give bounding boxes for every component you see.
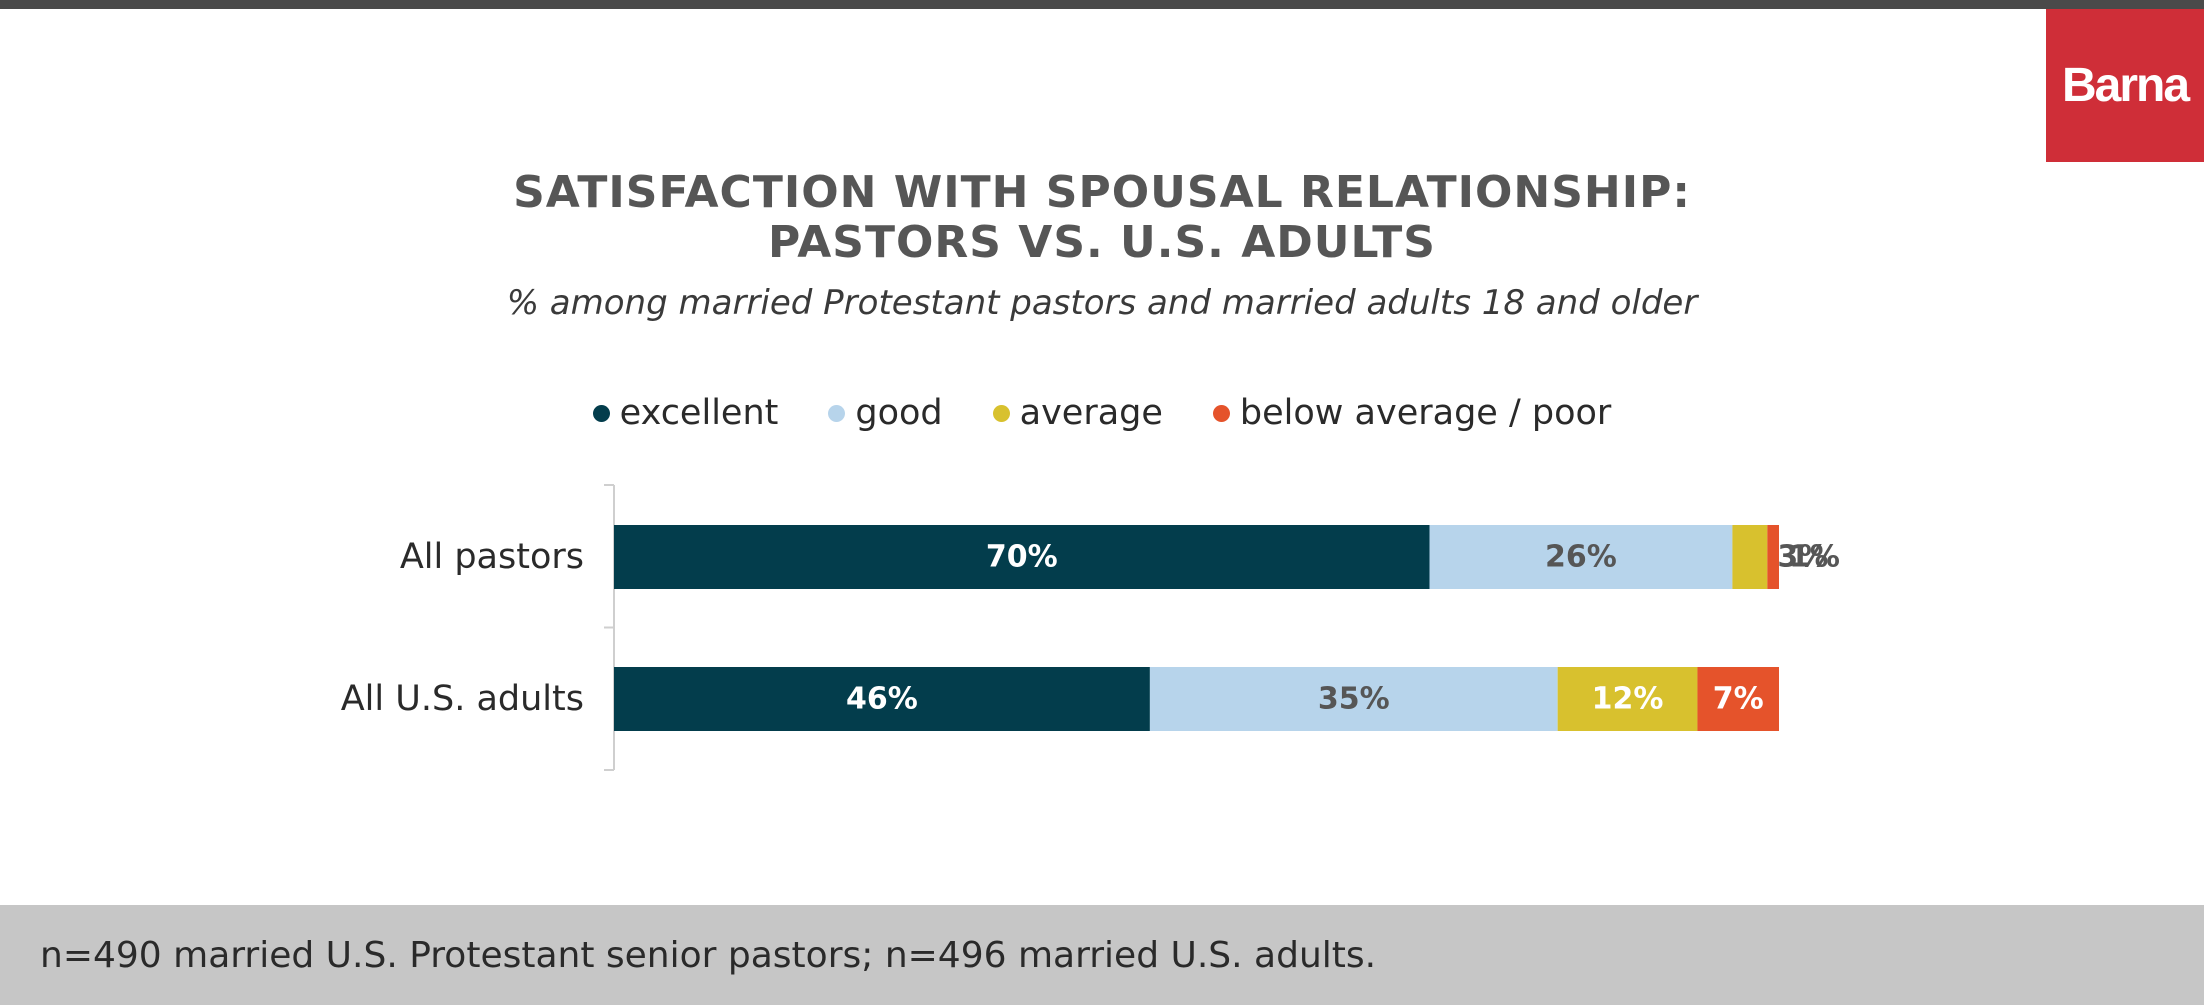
bar-all-u-s-adults-average bbox=[1557, 667, 1698, 731]
data-label-all-pastors-good: 26% bbox=[1545, 540, 1617, 575]
legend-swatch-good bbox=[828, 404, 846, 422]
data-label-all-pastors-below-average-poor: 1% bbox=[1789, 540, 1840, 575]
chart-title-line-2: PASTORS VS. U.S. ADULTS bbox=[768, 217, 1436, 268]
data-label-all-u-s-adults-excellent: 46% bbox=[846, 682, 918, 717]
chart-title: SATISFACTION WITH SPOUSAL RELATIONSHIP: … bbox=[0, 168, 2204, 268]
bar-all-pastors-below-average-poor bbox=[1767, 525, 1779, 589]
legend-swatch-excellent bbox=[592, 404, 610, 422]
data-label-all-u-s-adults-good: 35% bbox=[1318, 682, 1390, 717]
bar-all-pastors-good bbox=[1429, 525, 1733, 589]
bar-all-pastors-average bbox=[1732, 525, 1768, 589]
legend-label-average: average bbox=[1019, 393, 1163, 433]
barna-logo: Barna bbox=[2046, 9, 2204, 162]
data-label-all-pastors-average: 3% bbox=[1777, 540, 1828, 575]
legend-swatch-below-average-poor bbox=[1212, 404, 1230, 422]
legend-item-below-average-poor: below average / poor bbox=[1212, 393, 1612, 433]
legend-item-average: average bbox=[992, 393, 1163, 433]
legend-item-excellent: excellent bbox=[592, 393, 779, 433]
top-rule bbox=[0, 0, 2204, 9]
legend-swatch-average bbox=[992, 404, 1010, 422]
chart-title-line-1: SATISFACTION WITH SPOUSAL RELATIONSHIP: bbox=[513, 167, 1691, 218]
legend-label-good: good bbox=[855, 393, 943, 433]
bar-all-u-s-adults-below-average-poor bbox=[1697, 667, 1779, 731]
legend-item-good: good bbox=[828, 393, 943, 433]
category-label-all-pastors: All pastors bbox=[400, 537, 584, 577]
legend-label-excellent: excellent bbox=[619, 393, 779, 433]
sample-size-note: n=490 married U.S. Protestant senior pas… bbox=[40, 934, 1377, 976]
bar-all-pastors-excellent bbox=[614, 525, 1430, 589]
category-label-all-u-s-adults: All U.S. adults bbox=[341, 679, 584, 719]
bar-all-u-s-adults-good bbox=[1149, 667, 1558, 731]
footer: n=490 married U.S. Protestant senior pas… bbox=[0, 905, 2204, 1005]
legend-label-below-average-poor: below average / poor bbox=[1239, 393, 1612, 433]
chart-subtitle: % among married Protestant pastors and m… bbox=[506, 283, 1698, 323]
data-label-all-u-s-adults-average: 12% bbox=[1592, 682, 1664, 717]
legend: excellent good average below average / p… bbox=[0, 393, 2204, 433]
bar-all-u-s-adults-excellent bbox=[614, 667, 1150, 731]
data-label-all-u-s-adults-below-average-poor: 7% bbox=[1713, 682, 1764, 717]
data-label-all-pastors-excellent: 70% bbox=[986, 540, 1058, 575]
